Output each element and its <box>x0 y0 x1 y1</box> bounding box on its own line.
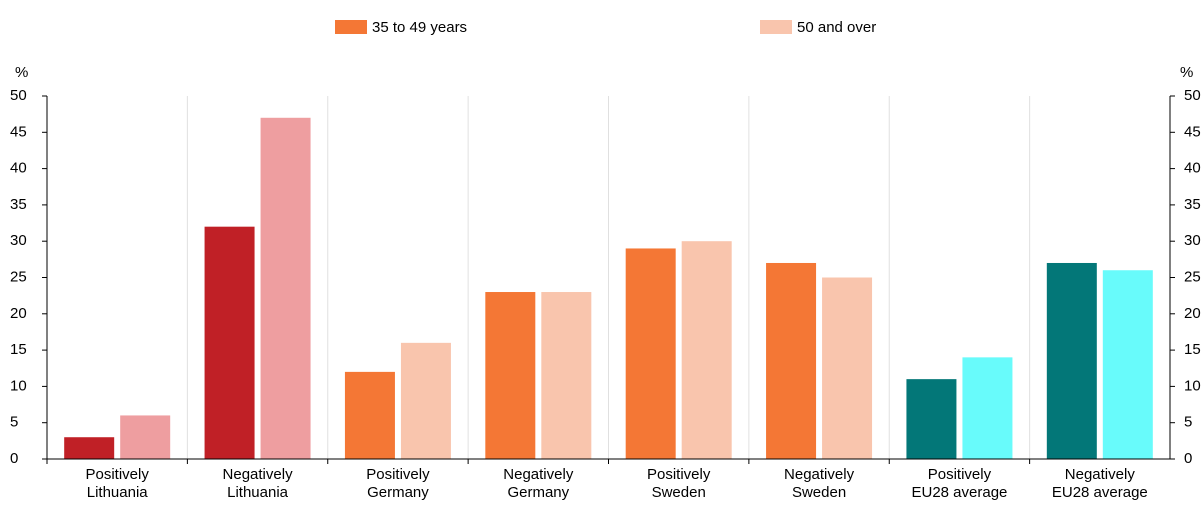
legend-label: 35 to 49 years <box>372 19 467 36</box>
y2-tick-label: 0 <box>1184 450 1192 467</box>
x-tick-label: Lithuania <box>87 484 149 501</box>
bar <box>1046 262 1097 459</box>
bar <box>1102 270 1153 459</box>
bar <box>485 292 536 459</box>
x-tick-label: Positively <box>647 466 711 483</box>
x-tick-label: Sweden <box>652 484 706 501</box>
y-tick-label: 40 <box>10 160 27 177</box>
y2-tick-label: 50 <box>1184 87 1201 104</box>
bar <box>120 415 171 459</box>
x-tick-label: Positively <box>86 466 150 483</box>
y2-tick-label: 5 <box>1184 414 1192 431</box>
x-tick-label: Lithuania <box>227 484 289 501</box>
y2-tick-label: 45 <box>1184 123 1201 140</box>
y2-axis-label: % <box>1180 64 1193 81</box>
bar <box>260 117 311 459</box>
y-tick-label: 50 <box>10 87 27 104</box>
y-tick-label: 35 <box>10 196 27 213</box>
bar <box>541 292 592 459</box>
y-tick-label: 20 <box>10 305 27 322</box>
legend-swatch <box>335 20 367 34</box>
y2-tick-label: 10 <box>1184 377 1201 394</box>
bar <box>344 371 395 459</box>
y-tick-label: 25 <box>10 268 27 285</box>
bar <box>400 342 451 459</box>
x-tick-label: EU28 average <box>911 484 1007 501</box>
x-tick-label: Negatively <box>503 466 574 483</box>
x-tick-label: Germany <box>507 484 569 501</box>
y-axis-label: % <box>15 64 28 81</box>
legend-label: 50 and over <box>797 19 876 36</box>
x-tick-label: Negatively <box>1065 466 1136 483</box>
bar <box>906 379 957 459</box>
bar <box>822 277 873 459</box>
y-tick-label: 15 <box>10 341 27 358</box>
x-tick-label: Sweden <box>792 484 846 501</box>
y-tick-label: 30 <box>10 232 27 249</box>
x-tick-label: Germany <box>367 484 429 501</box>
y2-tick-label: 15 <box>1184 341 1201 358</box>
bar <box>64 437 115 459</box>
y2-tick-label: 25 <box>1184 268 1201 285</box>
y-tick-label: 5 <box>10 414 18 431</box>
x-tick-label: Positively <box>366 466 430 483</box>
x-tick-label: Negatively <box>784 466 855 483</box>
x-tick-label: EU28 average <box>1052 484 1148 501</box>
bar <box>204 226 255 459</box>
x-tick-label: Positively <box>928 466 992 483</box>
legend-swatch <box>760 20 792 34</box>
y2-tick-label: 30 <box>1184 232 1201 249</box>
bar <box>766 262 817 459</box>
bar <box>625 248 676 459</box>
y-tick-label: 0 <box>10 450 18 467</box>
bar <box>962 357 1013 459</box>
y-tick-label: 10 <box>10 377 27 394</box>
x-tick-label: Negatively <box>223 466 294 483</box>
y2-tick-label: 40 <box>1184 160 1201 177</box>
bar <box>681 241 732 459</box>
y2-tick-label: 35 <box>1184 196 1201 213</box>
y2-tick-label: 20 <box>1184 305 1201 322</box>
y-tick-label: 45 <box>10 123 27 140</box>
